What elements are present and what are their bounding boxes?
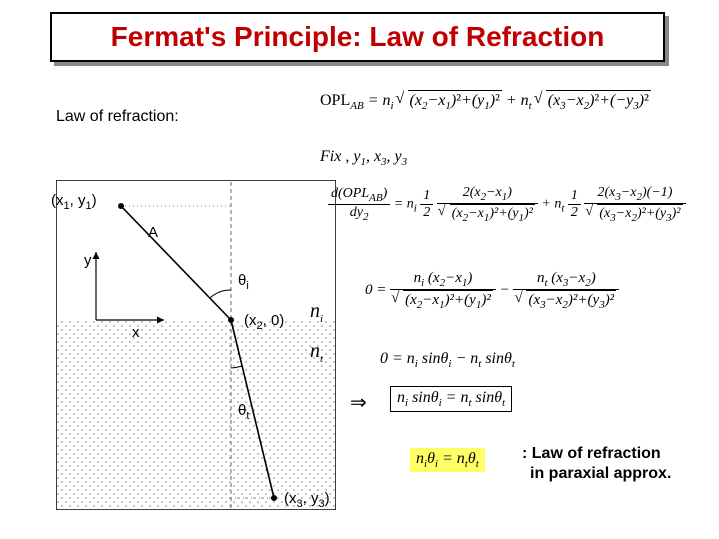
footnote-line1: : Law of refraction [522, 445, 661, 463]
eq-derivative: d(OPLAB) dy2 = ni 1 2 2(x2−x1) (x2−x1)²+… [328, 185, 686, 224]
axis-x-label: x [132, 324, 140, 341]
title-text: Fermat's Principle: Law of Refraction [111, 21, 605, 53]
title-box: Fermat's Principle: Law of Refraction [50, 12, 665, 62]
theta-t-label: θt [238, 402, 249, 422]
point-3-label: (x3, y3) [284, 490, 330, 510]
n-i-label: ni [310, 300, 323, 325]
subtitle: Law of refraction: [56, 108, 179, 126]
implies-arrow: ⇒ [350, 390, 367, 415]
refraction-diagram: (x1, y1) A y θi x (x2, 0) ni nt θt (x3, … [56, 180, 336, 510]
diagram-svg [56, 180, 336, 510]
n-t-label: nt [310, 340, 323, 365]
eq-paraxial: niθi = ntθt [410, 448, 485, 472]
footnote-line2: in paraxial approx. [530, 465, 671, 483]
point-a-label: (x1, y1) [51, 192, 97, 212]
point-2-label: (x2, 0) [244, 312, 284, 332]
eq-sin: 0 = ni sinθi − nt sinθt [380, 350, 515, 370]
eq-opl: OPLAB = ni (x2−x1)²+(y1)² + nt (x3−x2)²+… [320, 90, 651, 112]
label-a: A [148, 224, 158, 241]
theta-i-label: θi [238, 272, 249, 292]
eq-zero: 0 = ni (x2−x1) (x2−x1)²+(y1)² − nt (x3−x… [365, 270, 619, 311]
axis-y-label: y [84, 252, 92, 269]
eq-snell-boxed: ni sinθi = nt sinθt [390, 386, 512, 412]
eq-fix: Fix , y1, x3, y3 [320, 148, 407, 168]
